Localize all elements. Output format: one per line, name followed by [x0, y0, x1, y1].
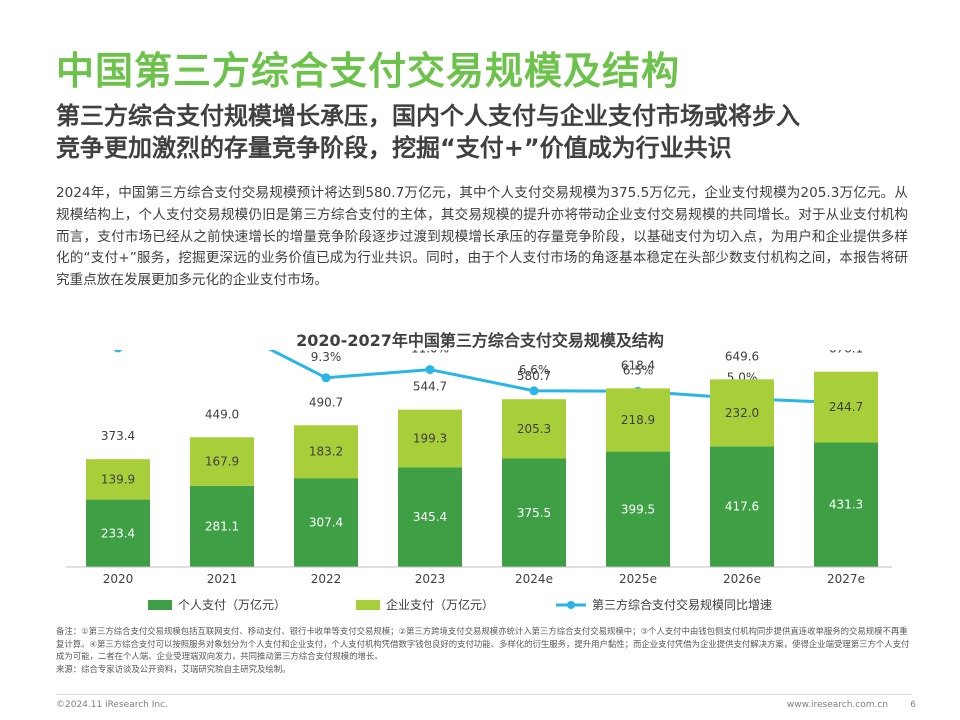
bar-enterprise	[294, 425, 358, 479]
data-label-personal: 307.4	[309, 516, 343, 530]
x-tick-label: 2025e	[619, 572, 657, 586]
data-label-enterprise: 139.9	[101, 472, 135, 486]
data-label-total: 676.1	[829, 350, 863, 356]
page-subtitle: 第三方综合支付规模增长承压，国内个人支付与企业支付市场或将步入 竞争更加激烈的存…	[56, 100, 916, 164]
bar-personal	[606, 451, 670, 567]
data-label-enterprise: 244.7	[829, 400, 863, 414]
x-tick-label: 2026e	[723, 572, 761, 586]
data-label-enterprise: 218.9	[621, 413, 655, 427]
footer-divider	[56, 694, 912, 695]
notes: 备注：①第三方综合支付交易规模包括互联网支付、移动支付、银行卡收单等支付交易规模…	[56, 625, 912, 675]
growth-label: 9.3%	[311, 350, 342, 364]
growth-label: 6.6%	[519, 363, 550, 377]
chart-title: 2020-2027年中国第三方综合支付交易规模及结构	[296, 331, 664, 350]
legend-label-personal: 个人支付（万亿元）	[178, 597, 286, 612]
x-tick-layer: 2020 2021 2022 2023 2024e 2025e 2026e 2027e	[103, 572, 865, 586]
legend-marker-growth	[567, 601, 575, 609]
chart: 15.5%20.3%9.3%11.0%6.6%6.5%5.0%4.1% 233.…	[66, 350, 892, 612]
data-label-enterprise: 199.3	[413, 431, 447, 445]
growth-point	[529, 386, 539, 396]
bar-enterprise	[814, 371, 878, 443]
growth-point	[114, 350, 122, 353]
data-label-total: 544.7	[413, 380, 447, 394]
source-text: 来源：综合专家访谈及公开资料，艾瑞研究院自主研究及绘制。	[56, 663, 291, 674]
legend-label-enterprise: 企业支付（万亿元）	[386, 597, 494, 612]
growth-label: 6.5%	[623, 363, 654, 377]
data-label-personal: 375.5	[517, 506, 551, 520]
data-label-personal: 431.3	[829, 498, 863, 512]
x-tick-label: 2020	[103, 572, 134, 586]
bar-enterprise	[86, 459, 150, 500]
bar-personal	[502, 458, 566, 567]
legend-swatch-enterprise	[356, 600, 380, 610]
bar-enterprise	[190, 437, 254, 486]
growth-point	[425, 365, 435, 375]
bar-layer: 233.4 139.9 373.4 281.1 167.9 449.0 307.4 183.2…	[86, 350, 878, 567]
page-number: 6	[910, 700, 916, 710]
bar-personal	[190, 485, 254, 567]
bar-personal	[398, 467, 462, 567]
growth-label: 11.0%	[411, 350, 449, 356]
legend-swatch-personal	[148, 600, 172, 610]
data-label-total: 618.4	[621, 358, 655, 372]
subtitle-line-2: 竞争更加激烈的存量竞争阶段，挖掘“支付+”价值成为行业共识	[56, 134, 732, 162]
footer-url: www.iresearch.com.cn	[786, 700, 888, 710]
bar-personal	[294, 478, 358, 567]
legend-label-growth: 第三方综合支付交易规模同比增速	[592, 597, 772, 612]
data-label-total: 449.0	[205, 407, 239, 421]
data-label-personal: 399.5	[621, 502, 655, 516]
data-label-enterprise: 232.0	[725, 406, 759, 420]
data-label-total: 373.4	[101, 429, 135, 443]
data-label-total: 490.7	[309, 395, 343, 409]
bar-enterprise	[398, 409, 462, 468]
x-tick-label: 2024e	[515, 572, 553, 586]
data-label-total: 580.7	[517, 369, 551, 383]
body-paragraph: 2024年，中国第三方综合支付交易规模预计将达到580.7万亿元，其中个人支付交…	[56, 185, 908, 289]
bar-enterprise	[606, 388, 670, 452]
x-tick-label: 2022	[311, 572, 342, 586]
x-tick-label: 2027e	[827, 572, 865, 586]
legend: 个人支付（万亿元） 企业支付（万亿元） 第三方综合支付交易规模同比增速	[148, 597, 772, 612]
data-label-personal: 417.6	[725, 500, 759, 514]
data-label-enterprise: 205.3	[517, 422, 551, 436]
bar-enterprise	[502, 399, 566, 459]
bar-personal	[86, 499, 150, 567]
footer-copyright: ©2024.11 iResearch Inc.	[56, 700, 168, 710]
subtitle-line-1: 第三方综合支付规模增长承压，国内个人支付与企业支付市场或将步入	[56, 102, 800, 130]
bar-enterprise	[710, 379, 774, 447]
x-tick-label: 2021	[207, 572, 238, 586]
growth-point	[321, 373, 331, 383]
notes-text: 备注：①第三方综合支付交易规模包括互联网支付、移动支付、银行卡收单等支付交易规模…	[56, 626, 910, 661]
data-label-total: 649.6	[725, 350, 759, 363]
bar-personal	[710, 446, 774, 567]
data-label-personal: 281.1	[205, 519, 239, 533]
page-title: 中国第三方综合支付交易规模及结构	[56, 49, 681, 93]
x-tick-label: 2023	[415, 572, 446, 586]
data-label-enterprise: 167.9	[205, 455, 239, 469]
data-label-personal: 233.4	[101, 526, 135, 540]
data-label-enterprise: 183.2	[309, 445, 343, 459]
bar-personal	[814, 442, 878, 567]
data-label-personal: 345.4	[413, 510, 447, 524]
